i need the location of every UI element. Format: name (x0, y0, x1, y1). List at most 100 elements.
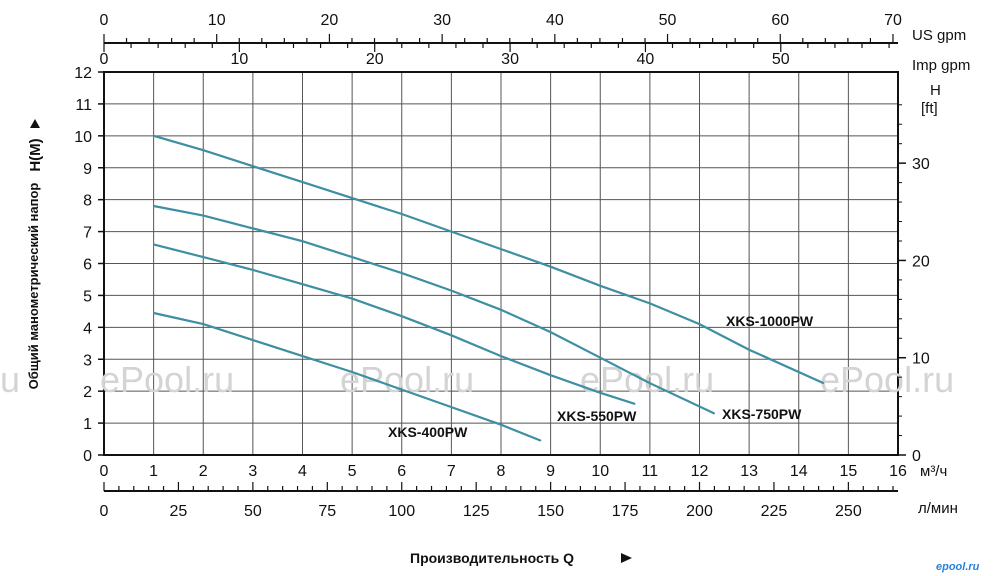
series-layer: XKS-400PW XKS-550PW XKS-750PW XKS-1000PW (153, 134, 825, 442)
series-point (252, 339, 254, 341)
y-tick-label: 0 (83, 448, 92, 465)
x-tick-label: 3 (248, 463, 257, 480)
series-point (401, 272, 403, 274)
series-point (202, 215, 204, 217)
series-point (450, 290, 452, 292)
x-axis-arrow-icon (621, 553, 632, 563)
series-point (748, 349, 750, 351)
series-point (649, 382, 651, 384)
watermark-text: ePool.ru (820, 359, 954, 400)
x-tick-label: 8 (497, 463, 506, 480)
x-axis-title: Производительность Q (410, 550, 574, 566)
watermark-text: ru (0, 359, 20, 400)
imp-gpm-tick-label: 10 (230, 51, 248, 68)
y-tick-label: 11 (75, 97, 92, 114)
series-point (698, 323, 701, 325)
series-point (301, 240, 304, 242)
y-axis-title-group: Общий манометрический напор (26, 183, 41, 390)
l-min-tick-label: 200 (686, 503, 713, 520)
y-axis-unit: H(M) (27, 138, 44, 171)
l-min-tick-label: 100 (388, 503, 415, 520)
x-tick-label: 13 (740, 463, 758, 480)
series-point (649, 302, 651, 304)
series-point (450, 406, 452, 408)
series-point (401, 213, 403, 215)
series-point (351, 298, 353, 300)
imp-gpm-tick-label: 20 (366, 51, 384, 68)
series-point (500, 355, 502, 357)
l-min-tick-label: 75 (318, 503, 336, 520)
watermark-text: ePool.ru (340, 359, 474, 400)
l-min-tick-label: 0 (100, 503, 109, 520)
x-tick-label: 16 (889, 463, 907, 480)
ft-unit-label-h: H (930, 82, 941, 99)
series-point (599, 357, 601, 359)
series-point (351, 371, 353, 373)
us-gpm-unit-label: US gpm (912, 27, 966, 44)
y-tick-label: 10 (74, 129, 92, 146)
l-min-tick-label: 125 (463, 503, 490, 520)
series-point (500, 248, 502, 250)
us-gpm-tick-label: 50 (659, 12, 677, 29)
imp-gpm-tick-label: 50 (772, 51, 790, 68)
ft-tick-label: 0 (912, 448, 921, 465)
series-point (301, 355, 304, 357)
l-min-unit-label: л/мин (918, 500, 958, 517)
x-tick-label: 9 (546, 463, 555, 480)
series-point (351, 256, 353, 258)
series-point (599, 285, 601, 287)
y-tick-label: 3 (83, 352, 92, 369)
x-tick-label: 12 (691, 463, 709, 480)
x-tick-label: 6 (397, 463, 406, 480)
x-tick-label: 15 (839, 463, 857, 480)
x-tick-label: 10 (591, 463, 609, 480)
series-point (401, 388, 403, 391)
series-point (450, 230, 452, 233)
series-point (599, 392, 601, 394)
brand-label: epool.ru (936, 561, 980, 573)
x-tick-label: 0 (100, 463, 109, 480)
series-point (153, 135, 155, 137)
series-point (500, 309, 502, 311)
series-point (822, 382, 825, 384)
series-point (252, 165, 254, 167)
series-point (252, 269, 254, 271)
y-tick-label: 2 (83, 384, 92, 401)
series-point (301, 181, 304, 183)
series-line (153, 204, 715, 415)
us-gpm-tick-label: 60 (771, 12, 789, 29)
us-gpm-tick-label: 20 (321, 12, 339, 29)
l-min-tick-label: 250 (835, 503, 862, 520)
y-tick-label: 1 (83, 416, 92, 433)
y-tick-label: 7 (83, 225, 92, 242)
imp-gpm-unit-label: Imp gpm (912, 57, 970, 74)
y-tick-label: 6 (83, 257, 92, 274)
series-point (550, 374, 552, 376)
x-tick-label: 2 (199, 463, 208, 480)
us-gpm-tick-label: 0 (100, 12, 109, 29)
us-gpm-tick-label: 30 (433, 12, 451, 29)
watermark-text: ePool.ru (100, 359, 234, 400)
series-point (202, 149, 204, 151)
y-tick-label: 8 (83, 193, 92, 210)
x-tick-label: 14 (790, 463, 808, 480)
y-tick-label: 4 (83, 320, 92, 337)
series-point (450, 334, 452, 336)
y-axis-arrow-icon (30, 119, 40, 128)
l-min-tick-label: 50 (244, 503, 262, 520)
imp-gpm-tick-label: 0 (100, 51, 109, 68)
series-point (550, 331, 552, 333)
series-point (500, 424, 502, 426)
x-tick-label: 7 (447, 463, 456, 480)
series-point (153, 312, 155, 314)
series-point (550, 266, 552, 268)
y-axis-title: Общий манометрический напор (26, 183, 41, 390)
ft-tick-label: 10 (912, 351, 930, 368)
imp-gpm-tick-label: 40 (637, 51, 655, 68)
l-min-tick-label: 25 (170, 503, 188, 520)
imp-gpm-tick-label: 30 (501, 51, 519, 68)
us-gpm-tick-label: 70 (884, 12, 902, 29)
x-tick-label: 4 (298, 463, 307, 480)
